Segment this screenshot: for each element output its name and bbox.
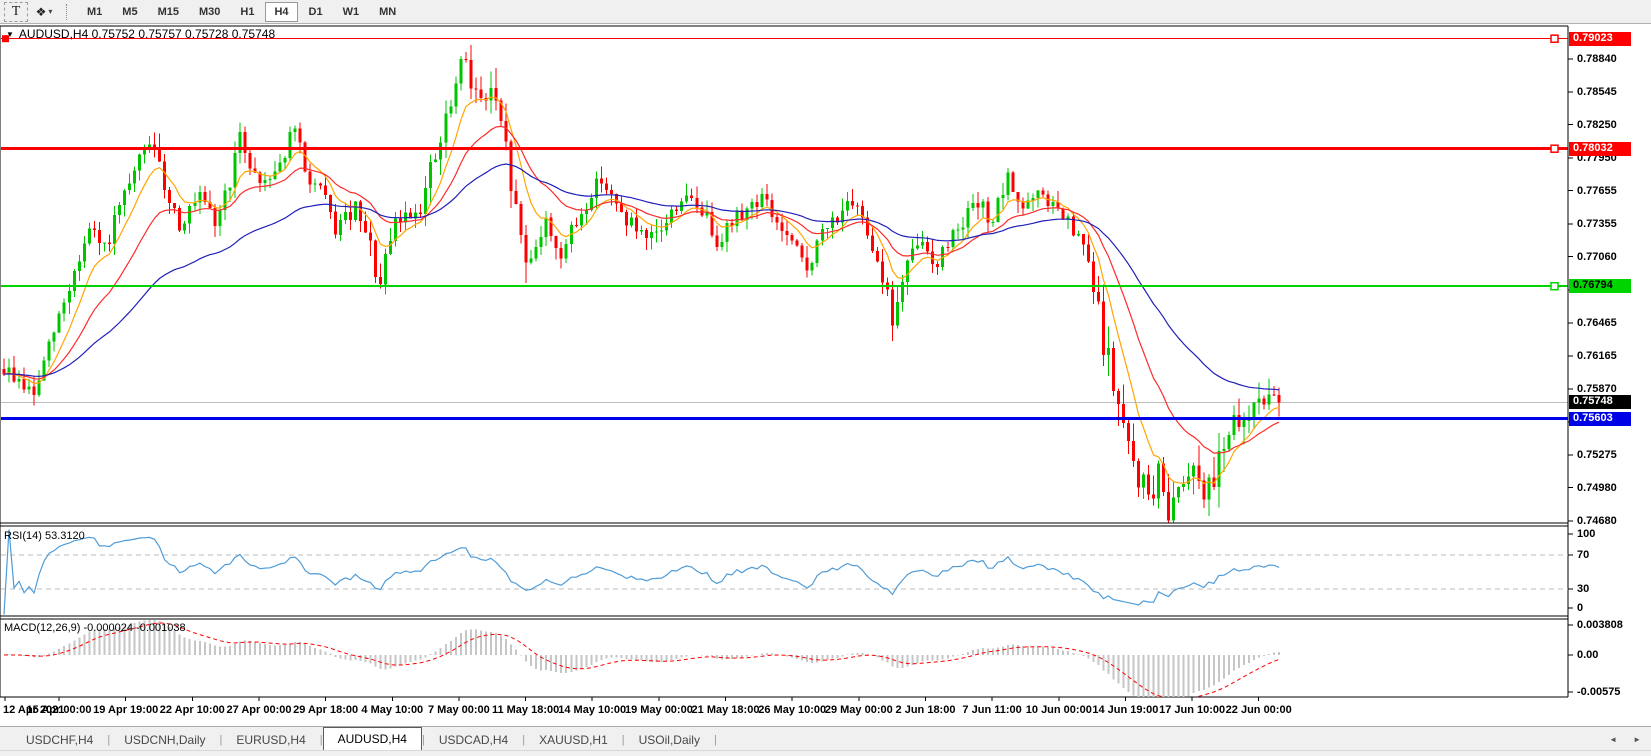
time-axis-label: 7 May 00:00: [428, 704, 490, 716]
tab-separator: |: [713, 733, 717, 746]
ma-slow-line: [3, 163, 1280, 391]
rsi-scale-label: 70: [1577, 549, 1590, 561]
toolbar-drag-handle[interactable]: [66, 3, 67, 20]
tab-xauusd-h1[interactable]: XAUUSD,H1: [539, 732, 608, 747]
rsi-scale-label: 0: [1577, 602, 1584, 614]
macd-scale-label: -0.00575: [1577, 686, 1621, 698]
toolbar: T ❖ ▾ M1 M5 M15 M30 H1 H4 D1 W1 MN: [0, 0, 1651, 24]
tabs-scroll-nav: ◄ ►: [1609, 735, 1641, 744]
time-axis-label: 19 May 00:00: [624, 704, 693, 716]
time-axis-label: 17 Jun 10:00: [1159, 704, 1226, 716]
time-axis-label: 26 May 10:00: [758, 704, 827, 716]
rsi-scale-label: 100: [1577, 528, 1596, 540]
rsi-indicator-label: RSI(14) 53.3120: [4, 530, 85, 542]
time-axis-label: 14 Jun 19:00: [1092, 704, 1159, 716]
time-axis-label: 14 May 10:00: [558, 704, 627, 716]
price-tick-label: 0.77655: [1577, 185, 1617, 197]
time-axis-label: 4 May 10:00: [361, 704, 424, 716]
time-axis-label: 29 May 00:00: [824, 704, 893, 716]
time-axis-label: 19 Apr 19:00: [93, 704, 159, 716]
chevron-down-icon: ▾: [48, 7, 53, 16]
time-axis-label: 12 Apr 2021: [3, 704, 65, 716]
price-tick-label: 0.76465: [1577, 317, 1617, 329]
rsi-scale-label: 30: [1577, 583, 1590, 595]
current-price-tag: 0.75748: [1569, 395, 1631, 409]
chart-background: [0, 24, 1651, 726]
price-tick-label: 0.75870: [1577, 383, 1617, 395]
rsi-line: [3, 529, 1280, 615]
macd-scale-label: 0.003808: [1577, 619, 1623, 631]
tabs-scroll-right-icon[interactable]: ►: [1633, 735, 1641, 744]
timeframe-group: M1 M5 M15 M30 H1 H4 D1 W1 MN: [77, 1, 406, 22]
tab-separator: |: [522, 733, 526, 746]
time-axis-label: 29 Apr 18:00: [293, 704, 359, 716]
timeframe-button-h1[interactable]: H1: [240, 5, 255, 18]
time-axis-label: 21 May 18:00: [691, 704, 760, 716]
price-level-tag: 0.79023: [1569, 32, 1631, 46]
time-axis-label: 10 Jun 00:00: [1025, 704, 1092, 716]
ma-fast-line: [3, 96, 1280, 484]
tab-usdcnh-daily[interactable]: USDCNH,Daily: [124, 732, 206, 747]
price-tick-label: 0.76165: [1577, 350, 1617, 362]
macd-scale-label: 0.00: [1577, 649, 1599, 661]
chart-title: ▼ AUDUSD,H4 0.75752 0.75757 0.75728 0.757…: [6, 27, 275, 41]
time-axis-label: 27 Apr 00:00: [226, 704, 292, 716]
price-level-tag: 0.75603: [1569, 412, 1631, 426]
tab-usoil-daily[interactable]: USOil,Daily: [638, 732, 700, 747]
symbol-dropdown-icon[interactable]: ▼: [6, 30, 14, 39]
macd-signal-line: [3, 622, 1280, 697]
chart-title-text: AUDUSD,H4 0.75752 0.75757 0.75728 0.7574…: [18, 27, 276, 41]
tab-separator: |: [319, 733, 323, 746]
price-tick-label: 0.74980: [1577, 482, 1617, 494]
time-axis-label: 15 Apr 00:00: [26, 704, 92, 716]
tab-eurusd-h4[interactable]: EURUSD,H4: [236, 732, 306, 747]
timeframe-button-m5[interactable]: M5: [122, 5, 138, 18]
timeframe-button-m30[interactable]: M30: [198, 5, 221, 18]
time-axis-label: 2 Jun 18:00: [895, 704, 956, 716]
status-bar: [0, 750, 1651, 756]
time-axis-label: 22 Apr 10:00: [159, 704, 225, 716]
price-tick-label: 0.77060: [1577, 251, 1617, 263]
price-tick-label: 0.78250: [1577, 119, 1617, 131]
timeframe-button-d1[interactable]: D1: [308, 5, 323, 18]
price-tick-label: 0.78545: [1577, 86, 1617, 98]
timeframe-button-m1[interactable]: M1: [87, 5, 103, 18]
price-tick-label: 0.78840: [1577, 53, 1617, 65]
tab-audusd-h4[interactable]: AUDUSD,H4: [322, 727, 422, 750]
arrow-objects-icon: ❖: [35, 4, 47, 19]
price-tick-label: 0.74680: [1577, 515, 1617, 527]
chart-tabs-bar: USDCHF,H4 | USDCNH,Daily | EURUSD,H4 | AUDUSD,…: [0, 726, 1651, 750]
timeframe-button-mn[interactable]: MN: [379, 5, 397, 18]
price-tick-label: 0.77355: [1577, 218, 1617, 230]
tab-usdchf-h4[interactable]: USDCHF,H4: [26, 732, 94, 747]
time-axis-label: 7 Jun 11:00: [962, 704, 1022, 716]
ma-mid-line: [3, 125, 1280, 454]
timeframe-button-h4[interactable]: H4: [265, 1, 298, 22]
price-level-tag: 0.76794: [1569, 279, 1631, 293]
tabs-scroll-left-icon[interactable]: ◄: [1609, 735, 1618, 744]
text-tool-button[interactable]: T: [4, 1, 28, 22]
tab-separator: |: [621, 733, 625, 746]
price-tick-label: 0.75275: [1577, 449, 1617, 461]
timeframe-button-m15[interactable]: M15: [157, 5, 179, 18]
chart-tabs: USDCHF,H4 | USDCNH,Daily | EURUSD,H4 | AUDUSD,…: [12, 727, 717, 750]
arrow-objects-button[interactable]: ❖ ▾: [32, 2, 56, 22]
timeframe-button-w1[interactable]: W1: [342, 5, 360, 18]
tab-separator: |: [107, 733, 111, 746]
macd-indicator-label: MACD(12,26,9) -0.000024 -0.001038: [4, 622, 186, 634]
time-axis-label: 22 Jun 00:00: [1225, 704, 1292, 716]
time-axis-label: 11 May 18:00: [491, 704, 560, 716]
price-level-tag: 0.78032: [1569, 142, 1631, 156]
tab-separator: |: [219, 733, 223, 746]
tab-usdcad-h4[interactable]: USDCAD,H4: [438, 732, 509, 747]
tab-separator: |: [421, 733, 425, 746]
